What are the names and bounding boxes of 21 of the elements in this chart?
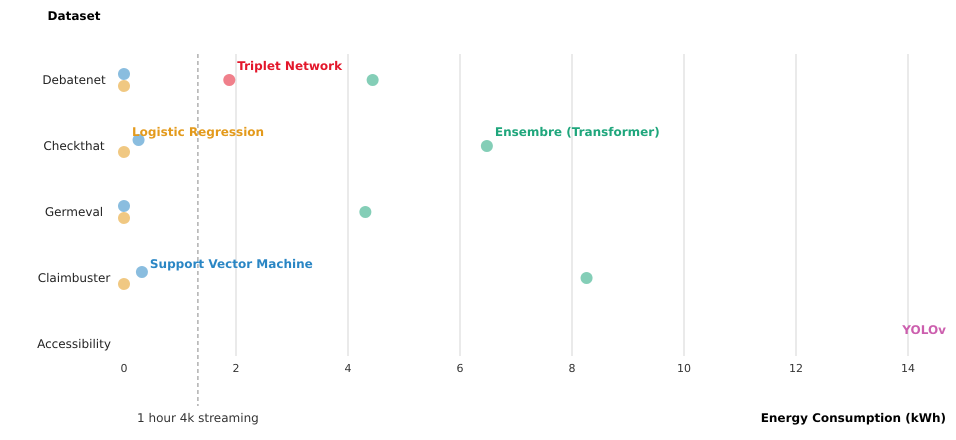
- x-axis-title: Energy Consumption (kWh): [760, 411, 946, 425]
- x-tick-label: 8: [568, 362, 576, 375]
- x-tick-label: 14: [901, 362, 915, 375]
- annotation: Logistic Regression: [132, 125, 264, 139]
- y-tick-label: Germeval: [44, 205, 104, 219]
- ref-line-label: 1 hour 4k streaming: [137, 411, 259, 425]
- annotation: Ensembre (Transformer): [494, 125, 660, 139]
- x-tick-label: 10: [677, 362, 691, 375]
- x-tick-label: 2: [232, 362, 240, 375]
- y-tick-label: Debatenet: [42, 73, 106, 87]
- annotation: Support Vector Machine: [150, 257, 313, 271]
- annotation: Triplet Network: [237, 59, 344, 73]
- x-tick-label: 0: [120, 362, 128, 375]
- x-tick-label: 12: [789, 362, 803, 375]
- y-axis-title: Dataset: [48, 9, 101, 23]
- x-tick-label: 6: [456, 362, 464, 375]
- y-tick-label: Accessibility: [37, 337, 111, 351]
- y-tick-label: Claimbuster: [38, 271, 110, 285]
- annotation: YOLOv: [901, 323, 946, 337]
- x-tick-label: 4: [344, 362, 352, 375]
- y-tick-label: Checkthat: [43, 139, 105, 153]
